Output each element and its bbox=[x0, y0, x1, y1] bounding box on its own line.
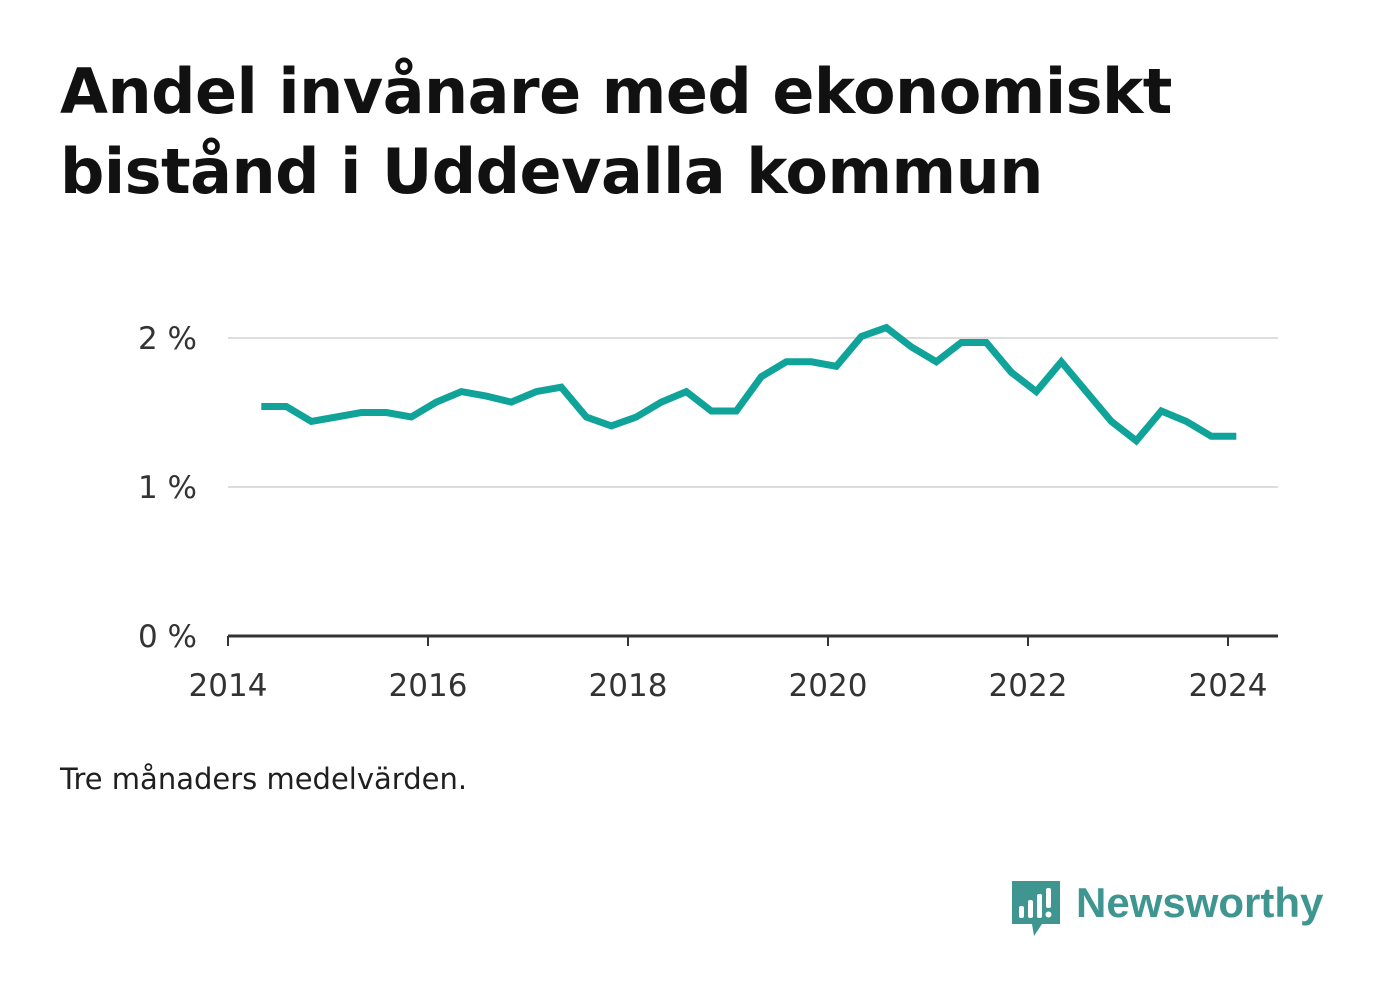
x-tick-label: 2016 bbox=[389, 668, 468, 704]
x-tick-label: 2020 bbox=[789, 668, 868, 704]
y-axis: 0 % 1 % 2 % bbox=[138, 321, 197, 655]
x-tick-label: 2024 bbox=[1189, 668, 1268, 704]
x-tick-label: 2022 bbox=[989, 668, 1068, 704]
y-tick-label: 0 % bbox=[138, 619, 197, 655]
chart-title: Andel invånare med ekonomiskt bistånd i … bbox=[60, 55, 1172, 208]
x-axis: 2014 2016 2018 2020 2022 2024 bbox=[189, 634, 1278, 704]
brand-name: Newsworthy bbox=[1076, 879, 1324, 926]
series-line bbox=[261, 323, 1237, 446]
gridlines bbox=[228, 337, 1278, 488]
newsworthy-bar-chart-bubble-icon bbox=[1012, 881, 1060, 936]
chart-note: Tre månaders medelvärden. bbox=[60, 762, 468, 796]
y-tick-label: 1 % bbox=[138, 470, 197, 506]
brand-logo: Newsworthy bbox=[1010, 878, 1323, 940]
y-tick-label: 2 % bbox=[138, 321, 197, 357]
x-tick-label: 2018 bbox=[589, 668, 668, 704]
series-layer bbox=[261, 323, 1237, 446]
x-tick-label: 2014 bbox=[189, 668, 268, 704]
